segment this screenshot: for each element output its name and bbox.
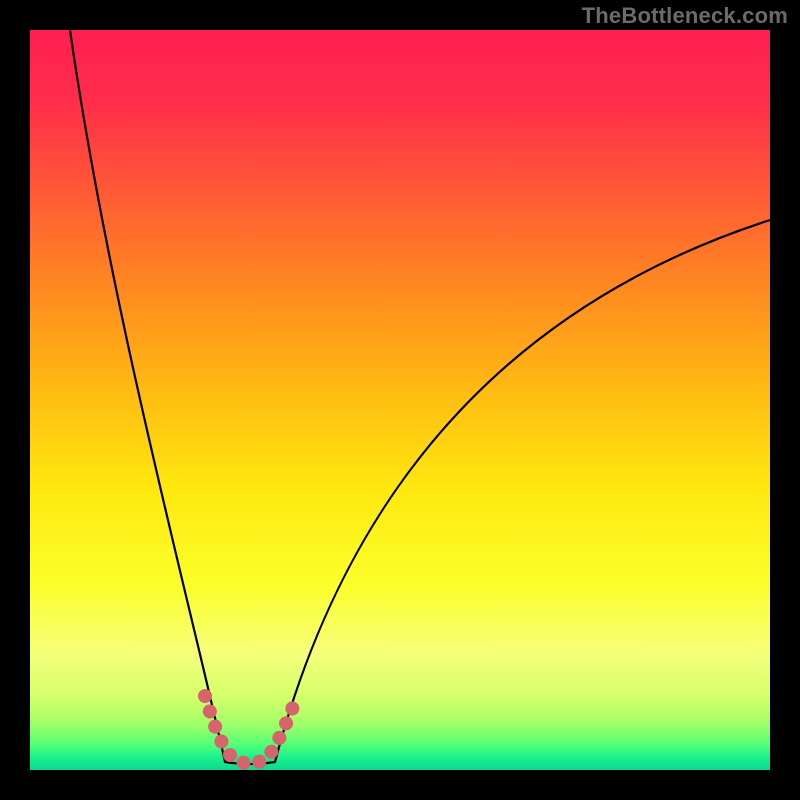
chart-frame: TheBottleneck.com — [0, 0, 800, 800]
watermark-text: TheBottleneck.com — [582, 3, 788, 29]
bottleneck-chart — [0, 0, 800, 800]
